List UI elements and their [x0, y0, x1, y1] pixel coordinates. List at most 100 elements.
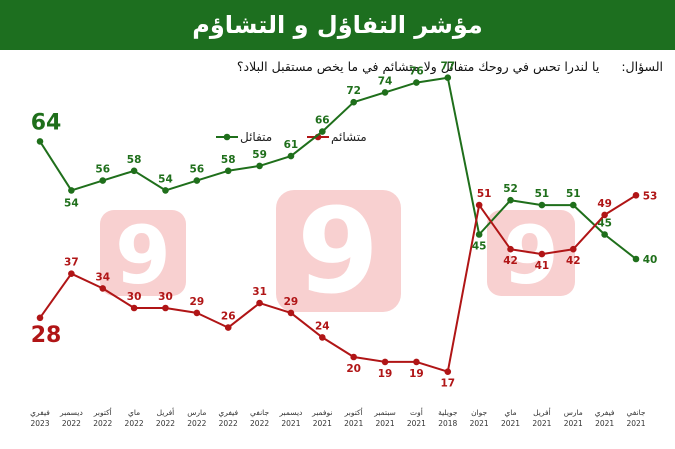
data-label: 19	[378, 368, 393, 380]
data-point	[130, 167, 138, 175]
svg-text:9: 9	[115, 209, 171, 302]
x-tick-label: 2022	[62, 419, 81, 428]
x-tick-label: سبتمبر	[373, 408, 396, 417]
data-label: 29	[190, 296, 205, 308]
legend-item-optimist: متفائل	[216, 130, 272, 144]
x-tick-label: ديسمبر	[59, 408, 83, 417]
legend: متفائل متشائم	[216, 130, 367, 144]
svg-text:9: 9	[503, 209, 559, 302]
data-point	[287, 152, 295, 160]
question-text: يا لندرا تحس في روحك متفائل ولا متشائم ف…	[236, 59, 600, 74]
header-bar: مؤشر التفاؤل و التشاؤم	[0, 0, 675, 50]
data-label: 31	[252, 286, 267, 298]
x-tick-label: 2023	[30, 419, 49, 428]
data-point	[601, 231, 608, 238]
x-tick-label: أفريل	[157, 407, 175, 417]
x-tick-label: جانفي	[626, 408, 645, 417]
data-label: 64	[31, 110, 62, 135]
data-label: 24	[315, 320, 330, 332]
page-title: مؤشر التفاؤل و التشاؤم	[192, 11, 483, 39]
watermark-logo: 9	[487, 209, 575, 302]
data-label: 52	[503, 183, 518, 195]
data-label: 49	[597, 198, 612, 210]
x-tick-label: 2022	[125, 419, 144, 428]
data-point	[569, 245, 577, 253]
series-optimist	[36, 74, 640, 263]
data-point	[507, 196, 514, 204]
data-label: 53	[643, 190, 658, 202]
x-tick-label: 2022	[187, 419, 206, 428]
data-point	[36, 138, 44, 145]
data-label: 20	[346, 363, 361, 375]
x-tick-label: 2022	[93, 419, 112, 428]
svg-text:9: 9	[297, 182, 379, 320]
x-tick-label: 2021	[313, 419, 332, 428]
data-label: 30	[158, 291, 173, 303]
x-tick-label: مارس	[187, 408, 206, 417]
x-tick-label: نوفمبر	[311, 408, 332, 417]
data-label: 42	[566, 255, 581, 267]
data-label: 54	[64, 197, 79, 209]
question-block: السؤال: يا لندرا تحس في روحك متفائل ولا …	[13, 58, 663, 75]
data-point	[632, 192, 640, 199]
data-point	[193, 177, 201, 184]
data-point	[99, 285, 107, 292]
data-label: 54	[158, 173, 173, 185]
x-tick-label: فيفري	[218, 408, 238, 417]
data-label: 56	[95, 164, 110, 176]
data-point	[569, 201, 577, 209]
x-tick-label: جوان	[471, 408, 487, 417]
legend-label-optimist: متفائل	[240, 130, 272, 144]
x-tick-label: أوت	[410, 407, 423, 417]
data-label: 51	[535, 188, 550, 200]
data-label: 26	[221, 311, 236, 323]
data-label: 45	[472, 241, 487, 253]
data-point	[601, 211, 608, 219]
x-tick-label: فيفري	[595, 408, 615, 417]
series-line	[39, 272, 449, 373]
x-tick-label: 2021	[376, 419, 395, 428]
x-tick-label: ديسمبر	[279, 408, 303, 417]
data-label: 19	[409, 368, 424, 380]
x-tick-label: 2021	[501, 419, 520, 428]
x-tick-label: 2022	[156, 419, 175, 428]
x-tick-label: 2021	[564, 419, 583, 428]
data-point	[224, 324, 232, 331]
data-label: 61	[284, 139, 299, 151]
legend-label-pessimist: متشائم	[331, 130, 367, 144]
x-tick-label: أفريل	[533, 407, 551, 417]
watermark-logo: 9	[276, 182, 401, 320]
data-point	[36, 314, 44, 322]
data-label: 40	[643, 254, 658, 266]
x-tick-label: ماي	[504, 408, 516, 417]
data-point	[507, 245, 514, 253]
data-label: 34	[95, 271, 110, 283]
data-point	[224, 167, 232, 175]
watermark-group: 9 9 9	[100, 182, 575, 320]
data-point	[256, 162, 263, 170]
data-label: 51	[566, 188, 581, 200]
x-axis: فيفري 2023 ديسمبر 2022 أكتوبر 2022 ماي 2022 أفري…	[30, 407, 646, 428]
data-point	[68, 187, 75, 194]
data-point	[632, 255, 640, 263]
data-point	[130, 304, 138, 312]
data-label: 72	[346, 85, 361, 97]
series-line	[39, 76, 448, 192]
x-tick-label: ماي	[128, 408, 140, 417]
x-tick-label: جويلية	[438, 408, 458, 417]
data-point	[475, 231, 483, 238]
data-label: 66	[315, 115, 330, 127]
x-tick-label: 2021	[344, 419, 363, 428]
legend-item-pessimist: متشائم	[307, 130, 367, 144]
data-label: 42	[503, 255, 518, 267]
data-point	[444, 368, 452, 376]
x-tick-label: أكتوبر	[344, 407, 363, 417]
data-label: 58	[221, 154, 236, 166]
x-tick-label: جانفي	[250, 408, 269, 417]
x-tick-label: 2021	[470, 419, 489, 428]
x-tick-label: فيفري	[30, 408, 50, 417]
x-tick-label: 2021	[281, 419, 300, 428]
data-label: 45	[597, 218, 612, 230]
x-tick-label: مارس	[564, 408, 583, 417]
